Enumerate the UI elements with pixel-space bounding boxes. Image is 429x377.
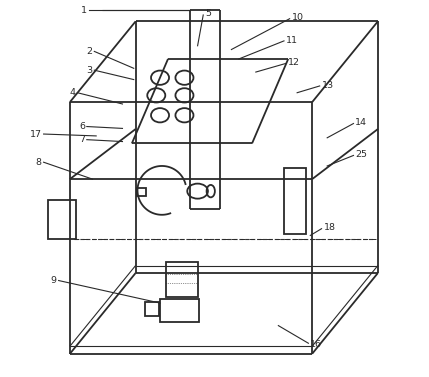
Text: 3: 3 — [86, 66, 92, 75]
Text: 13: 13 — [322, 81, 334, 90]
Text: 16: 16 — [310, 340, 322, 349]
Text: 18: 18 — [323, 224, 335, 233]
Text: 7: 7 — [79, 135, 85, 144]
Text: 10: 10 — [291, 13, 303, 22]
Text: 17: 17 — [30, 130, 42, 138]
Text: 8: 8 — [36, 158, 42, 167]
Text: 1: 1 — [81, 6, 87, 15]
Bar — [48, 200, 76, 239]
Text: 14: 14 — [355, 118, 367, 127]
Bar — [145, 302, 159, 316]
Text: 11: 11 — [286, 36, 298, 44]
Bar — [138, 188, 146, 196]
Text: 4: 4 — [69, 88, 76, 97]
Text: 25: 25 — [355, 150, 367, 159]
Text: 6: 6 — [79, 122, 85, 131]
Bar — [166, 262, 198, 297]
Text: 12: 12 — [288, 58, 300, 67]
Bar — [284, 168, 306, 234]
Text: 9: 9 — [51, 276, 57, 285]
Text: 5: 5 — [205, 9, 211, 18]
Text: 2: 2 — [86, 47, 92, 56]
Bar — [160, 299, 199, 322]
